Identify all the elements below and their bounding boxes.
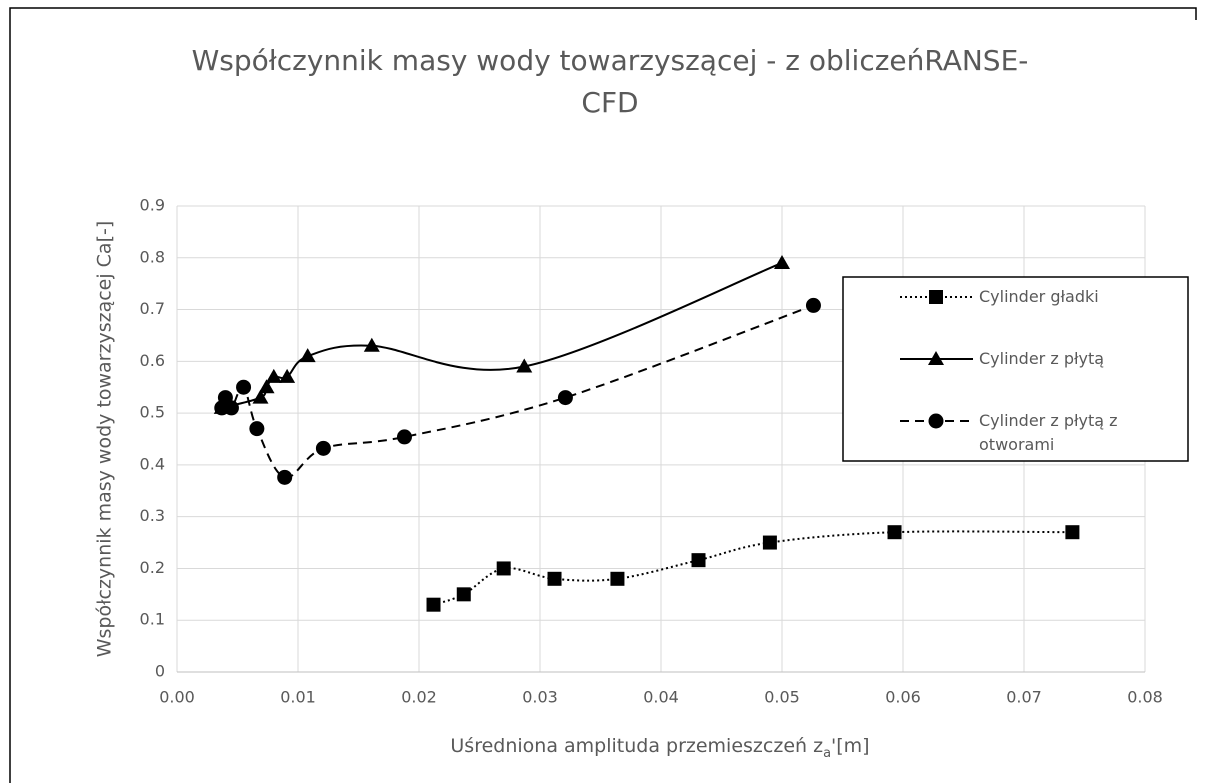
marker bbox=[691, 553, 706, 568]
marker bbox=[547, 571, 562, 586]
marker bbox=[887, 525, 902, 540]
y-tick-label: 0.4 bbox=[140, 454, 165, 473]
chart-frame bbox=[9, 7, 1197, 783]
x-tick-label: 0.06 bbox=[885, 688, 921, 707]
y-tick-label: 0.9 bbox=[140, 196, 165, 215]
marker bbox=[1065, 525, 1080, 540]
legend-label: Cylinder z płytą z otworami bbox=[979, 411, 1118, 454]
legend-label: Cylinder gładki bbox=[979, 287, 1099, 306]
legend-item: Cylinder z płytą bbox=[979, 349, 1105, 368]
y-axis-label: Współczynnik masy wody towarzyszącej Ca[… bbox=[94, 221, 116, 658]
marker bbox=[610, 571, 625, 586]
marker bbox=[805, 297, 821, 313]
y-tick-label: 0.7 bbox=[140, 299, 165, 318]
marker bbox=[279, 368, 296, 383]
marker bbox=[223, 400, 239, 416]
x-tick-label: 0.08 bbox=[1127, 688, 1163, 707]
marker bbox=[258, 379, 275, 394]
marker bbox=[774, 254, 790, 269]
x-tick-label: 0.04 bbox=[643, 688, 679, 707]
legend-label: Cylinder z płytą bbox=[979, 349, 1105, 368]
marker bbox=[426, 597, 441, 612]
y-tick-label: 0.3 bbox=[140, 506, 165, 525]
x-tick-label: 0.03 bbox=[522, 688, 558, 707]
marker bbox=[396, 429, 412, 445]
legend bbox=[842, 276, 1189, 462]
y-tick-label: 0 bbox=[155, 662, 165, 681]
marker bbox=[516, 358, 533, 373]
x-axis-label: Uśredniona amplituda przemieszczeń za'[m… bbox=[450, 735, 869, 761]
marker bbox=[249, 421, 265, 437]
y-tick-label: 0.2 bbox=[140, 558, 165, 577]
marker bbox=[252, 389, 269, 404]
x-tick-label: 0.05 bbox=[764, 688, 800, 707]
marker bbox=[236, 379, 252, 395]
marker bbox=[929, 290, 943, 304]
x-tick-label: 0.07 bbox=[1006, 688, 1042, 707]
marker bbox=[265, 368, 282, 383]
y-tick-label: 0.8 bbox=[140, 247, 165, 266]
marker bbox=[315, 440, 331, 456]
marker bbox=[456, 587, 471, 602]
y-tick-label: 0.1 bbox=[140, 610, 165, 629]
marker bbox=[762, 535, 777, 550]
x-tick-label: 0.00 bbox=[159, 688, 195, 707]
marker bbox=[363, 337, 380, 352]
x-tick-label: 0.02 bbox=[401, 688, 437, 707]
marker bbox=[299, 348, 316, 363]
series-line bbox=[433, 530, 1073, 606]
y-tick-label: 0.6 bbox=[140, 351, 165, 370]
x-tick-label: 0.01 bbox=[280, 688, 316, 707]
marker bbox=[928, 351, 944, 365]
y-tick-label: 0.5 bbox=[140, 403, 165, 422]
marker bbox=[928, 413, 944, 429]
legend-item: Cylinder z płytą z otworami bbox=[979, 411, 1118, 454]
chart-title: CFD bbox=[581, 86, 638, 119]
marker bbox=[557, 390, 573, 406]
marker bbox=[496, 561, 511, 576]
legend-item: Cylinder gładki bbox=[979, 287, 1099, 306]
marker bbox=[277, 469, 293, 485]
chart-title: Współczynnik masy wody towarzyszącej - z… bbox=[192, 44, 1029, 77]
